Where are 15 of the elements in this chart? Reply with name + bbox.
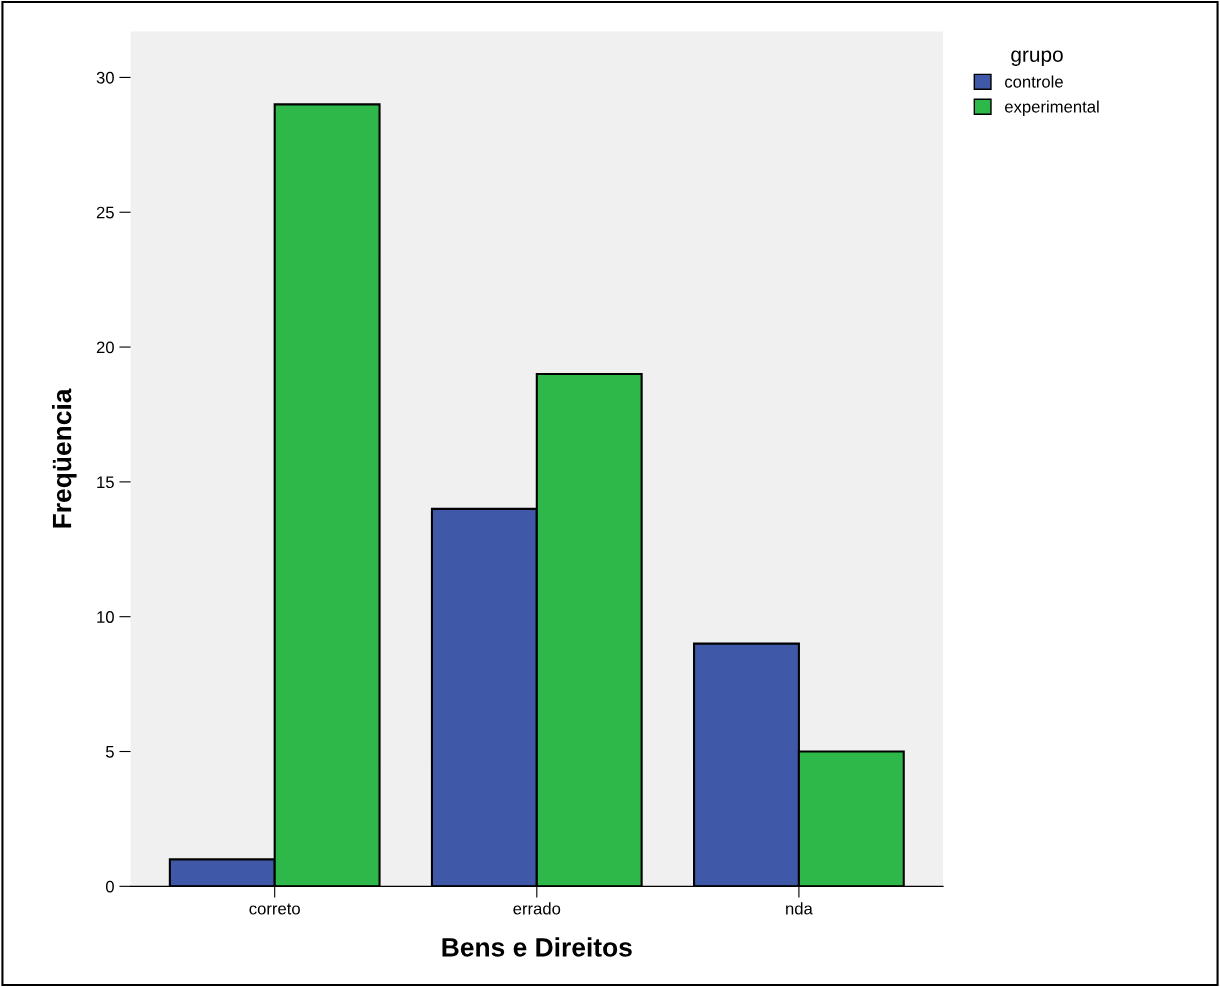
y-tick-label: 15: [97, 476, 114, 489]
y-tick-label: 5: [105, 746, 114, 758]
x-tick-label: errado: [513, 902, 561, 915]
x-tick-label: nda: [786, 902, 813, 915]
legend-title: grupo: [1011, 50, 1063, 66]
x-axis-title: Bens e Direitos: [442, 937, 632, 957]
y-tick-label: 30: [96, 71, 114, 84]
y-tick-label: 20: [96, 341, 114, 354]
y-tick-label: 10: [97, 611, 114, 623]
y-tick-label: 0: [105, 880, 114, 893]
y-tick-label: 25: [96, 206, 114, 219]
y-axis-title: Freqüencia: [51, 388, 77, 528]
legend-label: experimental: [1005, 100, 1099, 116]
x-tick-label: correto: [249, 903, 300, 915]
legend-label: controle: [1005, 75, 1063, 88]
